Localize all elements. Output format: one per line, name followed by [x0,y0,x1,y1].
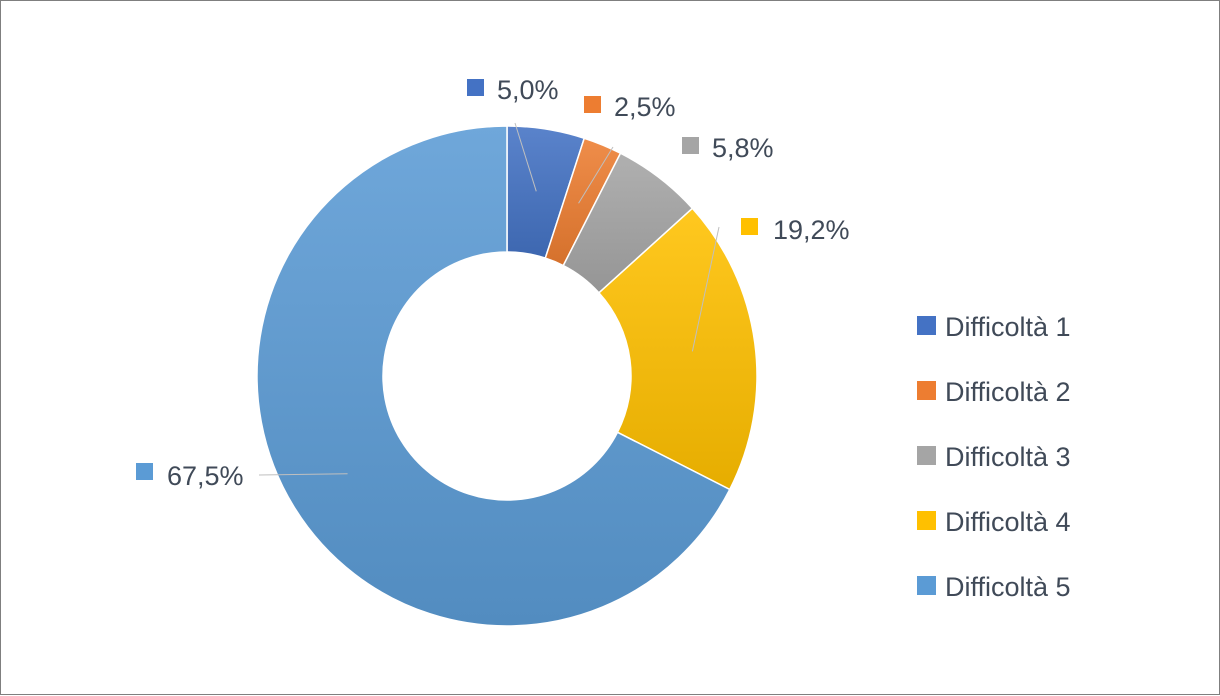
legend: Difficoltà 1 Difficoltà 2 Difficoltà 3 Diff… [917,312,1071,602]
data-label-marker-5 [136,463,153,480]
data-label-marker-3 [682,137,699,154]
data-label-5: 67,5% [167,461,244,491]
data-label-marker-2 [584,96,601,113]
legend-swatch-4 [917,511,936,530]
data-label-3: 5,8% [712,133,774,163]
data-label-marker-4 [741,218,758,235]
legend-label-3: Difficoltà 3 [945,442,1071,472]
leader-line-2 [578,146,614,204]
legend-label-1: Difficoltà 1 [945,312,1071,342]
leader-line-5 [258,473,348,476]
data-labels-group: 5,0% 2,5% 5,8% 19,2% 67,5% [136,75,850,491]
leader-line-1 [514,122,537,192]
legend-swatch-5 [917,576,936,595]
legend-swatch-2 [917,381,936,400]
leader-line-4 [691,226,720,352]
legend-label-4: Difficoltà 4 [945,507,1071,537]
data-label-4: 19,2% [773,215,850,245]
legend-label-5: Difficoltà 5 [945,572,1071,602]
data-label-marker-1 [467,79,484,96]
slice-difficolta-5 [256,125,731,627]
data-label-1: 5,0% [497,75,559,105]
slice-difficolta-4 [597,207,758,491]
legend-label-2: Difficoltà 2 [945,377,1071,407]
leader-lines-group [258,122,720,476]
legend-swatch-3 [917,446,936,465]
slices-group [256,125,758,627]
legend-swatch-1 [917,316,936,335]
data-label-2: 2,5% [614,92,676,122]
